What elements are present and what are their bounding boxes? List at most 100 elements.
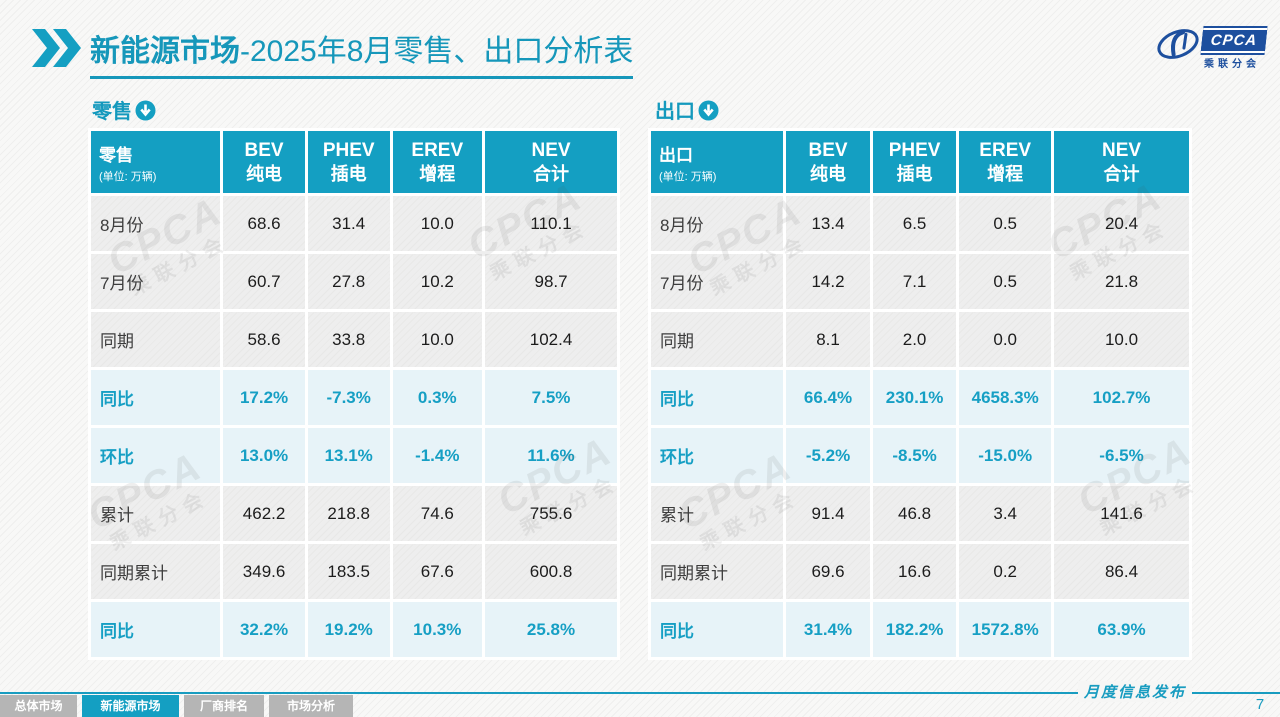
page-number: 7: [1255, 696, 1265, 713]
table-cell: 20.4: [1051, 193, 1192, 254]
tab-nev-market[interactable]: 新能源市场: [82, 695, 179, 717]
table-row: 7月份 60.7 27.8 10.2 98.7: [87, 251, 620, 312]
table-cell: 349.6: [220, 541, 308, 602]
table-cell: 58.6: [220, 309, 308, 370]
export-table: 出口 (单位: 万辆) BEV 纯电 PHEV 插电 EREV 增程 NEV 合计 8月份…: [647, 128, 1192, 660]
double-chevron-icon: [32, 29, 81, 67]
tab-manufacturer-ranking[interactable]: 厂商排名: [184, 695, 264, 717]
table-cell: 10.3%: [389, 599, 486, 660]
column-header-phev: PHEV 插电: [869, 128, 960, 196]
column-header-erev: EREV 增程: [956, 128, 1055, 196]
footer-divider: [0, 692, 1280, 694]
export-section-label: 出口: [655, 95, 719, 124]
row-label: 环比: [87, 425, 224, 486]
table-cell: 218.8: [304, 483, 393, 544]
table-cell: 60.7: [220, 251, 308, 312]
table-cell: -8.5%: [869, 425, 960, 486]
cpca-ellipse-icon: [1157, 29, 1199, 59]
row-label: 同比: [87, 367, 224, 428]
table-cell: 11.6%: [482, 425, 620, 486]
table-cell: -15.0%: [956, 425, 1055, 486]
retail-corner-cell: 零售 (单位: 万辆): [87, 128, 224, 196]
table-cell: 2.0: [869, 309, 960, 370]
column-header-nev: NEV 合计: [482, 128, 620, 196]
row-label: 同比: [87, 599, 224, 660]
table-row: 累计 462.2 218.8 74.6 755.6: [87, 483, 620, 544]
cpca-subtitle: 乘联分会: [1204, 59, 1260, 70]
table-cell: 98.7: [482, 251, 620, 312]
table-row: 8月份 13.4 6.5 0.5 20.4: [647, 193, 1192, 254]
table-cell: -6.5%: [1051, 425, 1192, 486]
table-cell: 86.4: [1051, 541, 1192, 602]
export-header-row: 出口 (单位: 万辆) BEV 纯电 PHEV 插电 EREV 增程 NEV 合计: [647, 128, 1192, 196]
row-label: 累计: [87, 483, 224, 544]
table-cell: 8.1: [783, 309, 873, 370]
table-cell: 10.0: [1051, 309, 1192, 370]
table-cell: 182.2%: [869, 599, 960, 660]
export-corner-cell: 出口 (单位: 万辆): [647, 128, 787, 196]
retail-section-label: 零售: [92, 95, 156, 124]
table-cell: 13.4: [783, 193, 873, 254]
table-row: 环比 -5.2% -8.5% -15.0% -6.5%: [647, 425, 1192, 486]
monthly-release-stamp: 月度信息发布: [1078, 681, 1192, 702]
table-cell: -1.4%: [389, 425, 486, 486]
row-label: 累计: [647, 483, 787, 544]
row-label: 同期: [87, 309, 224, 370]
table-cell: 13.1%: [304, 425, 393, 486]
table-cell: 0.5: [956, 193, 1055, 254]
table-cell: 16.6: [869, 541, 960, 602]
table-cell: 19.2%: [304, 599, 393, 660]
column-header-nev: NEV 合计: [1051, 128, 1192, 196]
row-label: 7月份: [87, 251, 224, 312]
table-cell: 462.2: [220, 483, 308, 544]
table-row: 同比 31.4% 182.2% 1572.8% 63.9%: [647, 599, 1192, 660]
table-cell: 74.6: [389, 483, 486, 544]
down-arrow-icon: [135, 100, 156, 121]
row-label: 同期: [647, 309, 787, 370]
retail-section-text: 零售: [92, 101, 132, 123]
table-cell: 6.5: [869, 193, 960, 254]
down-arrow-icon: [698, 100, 719, 121]
table-cell: 25.8%: [482, 599, 620, 660]
retail-table: 零售 (单位: 万辆) BEV 纯电 PHEV 插电 EREV 增程 NEV 合计 8月份…: [87, 128, 620, 660]
column-header-erev: EREV 增程: [389, 128, 486, 196]
row-label: 同比: [647, 367, 787, 428]
table-row: 同比 66.4% 230.1% 4658.3% 102.7%: [647, 367, 1192, 428]
row-label: 同期累计: [647, 541, 787, 602]
cpca-wordmark: CPCA: [1200, 28, 1268, 53]
table-cell: 110.1: [482, 193, 620, 254]
table-cell: 10.2: [389, 251, 486, 312]
table-cell: 3.4: [956, 483, 1055, 544]
table-cell: 17.2%: [220, 367, 308, 428]
table-row: 8月份 68.6 31.4 10.0 110.1: [87, 193, 620, 254]
retail-header-row: 零售 (单位: 万辆) BEV 纯电 PHEV 插电 EREV 增程 NEV 合计: [87, 128, 620, 196]
table-cell: 0.2: [956, 541, 1055, 602]
table-cell: 66.4%: [783, 367, 873, 428]
table-cell: 1572.8%: [956, 599, 1055, 660]
page-title: 新能源市场-2025年8月零售、出口分析表: [90, 26, 634, 79]
table-row: 同期累计 349.6 183.5 67.6 600.8: [87, 541, 620, 602]
table-cell: 21.8: [1051, 251, 1192, 312]
table-cell: 13.0%: [220, 425, 308, 486]
tab-market-analysis[interactable]: 市场分析: [269, 695, 353, 717]
table-cell: 10.0: [389, 193, 486, 254]
table-cell: 183.5: [304, 541, 393, 602]
table-cell: 0.0: [956, 309, 1055, 370]
table-row: 同期累计 69.6 16.6 0.2 86.4: [647, 541, 1192, 602]
column-header-bev: BEV 纯电: [783, 128, 873, 196]
row-label: 8月份: [87, 193, 224, 254]
table-cell: 102.7%: [1051, 367, 1192, 428]
tab-overall-market[interactable]: 总体市场: [0, 695, 77, 717]
table-row: 累计 91.4 46.8 3.4 141.6: [647, 483, 1192, 544]
table-cell: 0.3%: [389, 367, 486, 428]
table-cell: 31.4%: [783, 599, 873, 660]
column-header-bev: BEV 纯电: [220, 128, 308, 196]
table-cell: 755.6: [482, 483, 620, 544]
table-cell: 0.5: [956, 251, 1055, 312]
table-cell: 10.0: [389, 309, 486, 370]
table-cell: 91.4: [783, 483, 873, 544]
table-cell: 67.6: [389, 541, 486, 602]
table-row: 同期 8.1 2.0 0.0 10.0: [647, 309, 1192, 370]
table-cell: 7.5%: [482, 367, 620, 428]
column-header-phev: PHEV 插电: [304, 128, 393, 196]
